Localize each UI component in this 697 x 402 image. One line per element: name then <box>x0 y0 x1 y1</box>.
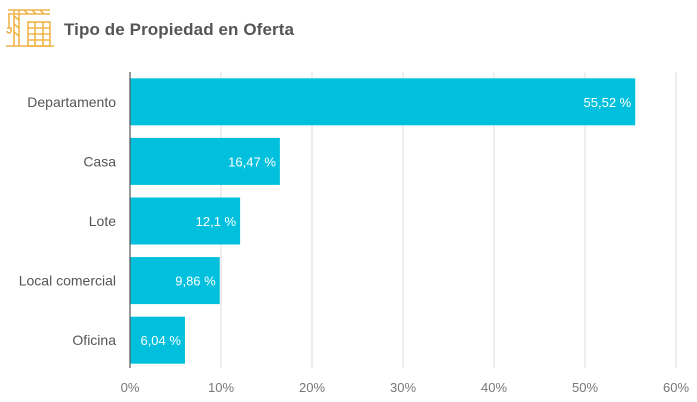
category-label: Departamento <box>27 94 116 110</box>
x-tick-label: 40% <box>481 380 507 395</box>
bar <box>130 78 636 126</box>
x-tick-label: 10% <box>208 380 234 395</box>
bar <box>130 257 220 305</box>
bar <box>130 137 280 185</box>
bar <box>130 197 241 245</box>
x-tick-label: 50% <box>572 380 598 395</box>
x-tick-label: 60% <box>663 380 689 395</box>
category-label: Casa <box>83 153 116 169</box>
x-tick-label: 20% <box>299 380 325 395</box>
category-label: Oficina <box>72 332 116 348</box>
category-label: Lote <box>89 213 116 229</box>
bar <box>130 316 185 364</box>
data-label: 16,47 % <box>228 154 276 169</box>
bars <box>130 78 636 364</box>
chart-title: Tipo de Propiedad en Oferta <box>64 20 295 39</box>
category-label: Local comercial <box>19 273 116 289</box>
data-label: 55,52 % <box>584 95 632 110</box>
data-label: 12,1 % <box>196 214 237 229</box>
construction-crane-icon <box>6 9 54 47</box>
x-tick-label: 30% <box>390 380 416 395</box>
data-label: 6,04 % <box>140 333 181 348</box>
data-label: 9,86 % <box>175 274 216 289</box>
chart-header: Tipo de Propiedad en Oferta <box>0 0 697 62</box>
labels: 0% 10% 20% 30% 40% 50% 60% Departamento 55,52 % C… <box>19 94 690 395</box>
x-tick-label: 0% <box>121 380 140 395</box>
